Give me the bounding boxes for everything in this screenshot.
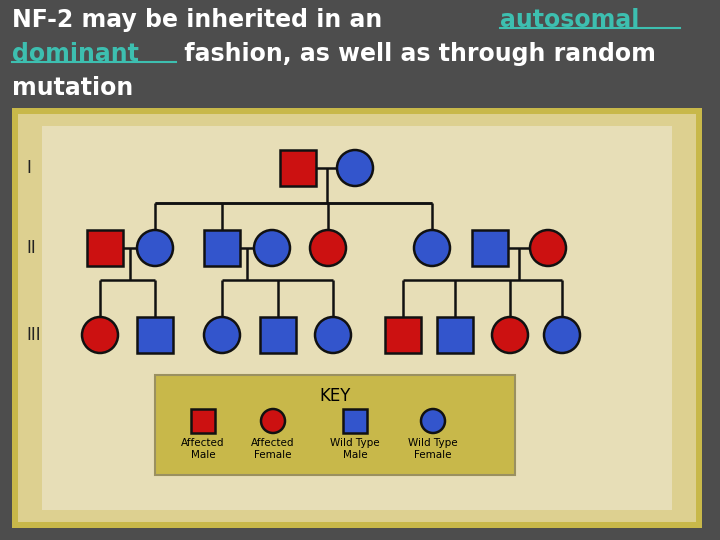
Circle shape: [254, 230, 290, 266]
Circle shape: [544, 317, 580, 353]
Bar: [42, 126, 672, 510]
Bar: [260, 317, 296, 353]
Circle shape: [310, 230, 346, 266]
Bar: [343, 409, 367, 433]
Circle shape: [421, 409, 445, 433]
Text: I: I: [26, 159, 31, 177]
Bar: [472, 230, 508, 266]
Text: II: II: [26, 239, 36, 257]
Bar: [204, 230, 240, 266]
Bar: [437, 317, 473, 353]
Circle shape: [204, 317, 240, 353]
Bar: [87, 230, 123, 266]
Text: dominant: dominant: [12, 42, 139, 66]
Circle shape: [492, 317, 528, 353]
Circle shape: [337, 150, 373, 186]
Text: Affected
Male: Affected Male: [181, 438, 225, 460]
Circle shape: [261, 409, 285, 433]
Text: autosomal: autosomal: [500, 8, 640, 32]
Text: Wild Type
Male: Wild Type Male: [330, 438, 380, 460]
Circle shape: [137, 230, 173, 266]
Text: KEY: KEY: [319, 387, 351, 405]
Text: Wild Type
Female: Wild Type Female: [408, 438, 458, 460]
Circle shape: [530, 230, 566, 266]
Bar: [385, 317, 421, 353]
Bar: [18, 114, 696, 522]
Bar: [12, 108, 702, 528]
Bar: [280, 150, 316, 186]
Text: NF-2 may be inherited in an: NF-2 may be inherited in an: [12, 8, 390, 32]
Text: fashion, as well as through random: fashion, as well as through random: [176, 42, 656, 66]
Text: Affected
Female: Affected Female: [251, 438, 294, 460]
Circle shape: [414, 230, 450, 266]
Circle shape: [82, 317, 118, 353]
Text: III: III: [26, 326, 40, 344]
Bar: [137, 317, 173, 353]
Circle shape: [315, 317, 351, 353]
Text: mutation: mutation: [12, 76, 133, 100]
Bar: [155, 375, 515, 475]
Bar: [191, 409, 215, 433]
